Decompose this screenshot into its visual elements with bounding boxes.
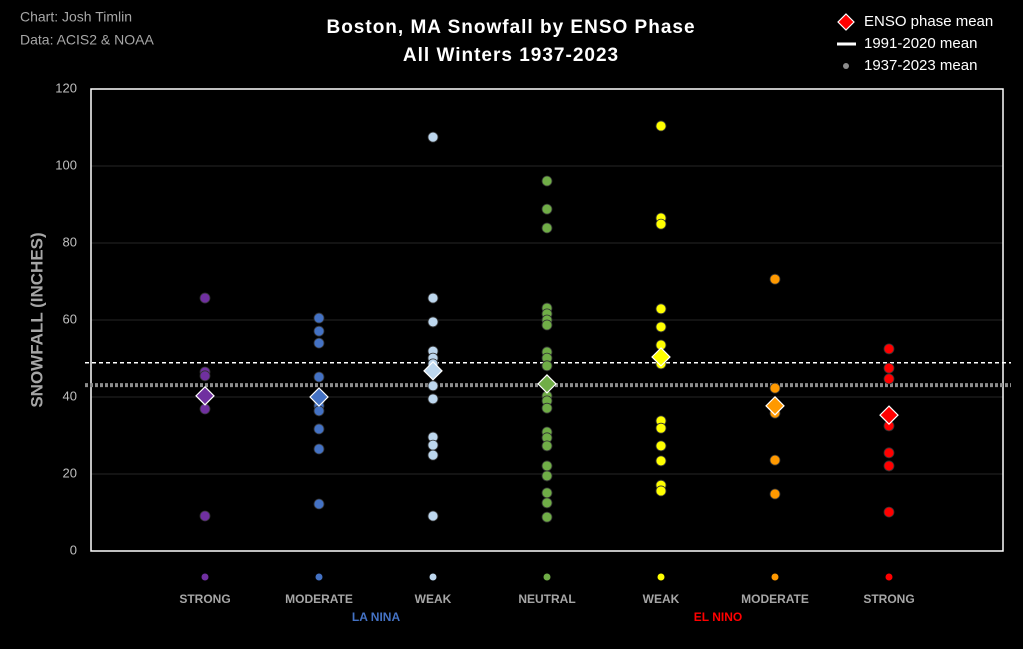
data-point xyxy=(541,487,553,499)
chart-title: Boston, MA Snowfall by ENSO Phase xyxy=(326,17,695,38)
mean-marker xyxy=(195,385,215,406)
data-point xyxy=(883,506,895,518)
mean-marker xyxy=(537,374,557,394)
data-point xyxy=(541,402,553,414)
data-point xyxy=(199,370,211,382)
data-point xyxy=(655,303,667,315)
plot-border xyxy=(90,88,1004,552)
data-point xyxy=(427,316,439,328)
data-point xyxy=(427,393,439,405)
credit: Chart: Josh Timlin xyxy=(20,9,132,25)
y-tick-label: 100 xyxy=(55,157,77,172)
data-point xyxy=(883,343,895,355)
data-point xyxy=(655,440,667,452)
group-label: LA NINA xyxy=(352,610,401,624)
mean-marker xyxy=(423,360,443,381)
data-point xyxy=(655,422,667,434)
data-point xyxy=(769,382,781,394)
data-point xyxy=(883,447,895,459)
y-tick-label: 40 xyxy=(63,388,77,403)
data-point xyxy=(199,292,211,304)
data-point xyxy=(883,373,895,385)
y-axis-label: SNOWFALL (INCHES) xyxy=(27,232,46,407)
data-point xyxy=(541,319,553,331)
data-point xyxy=(313,498,325,510)
data-point xyxy=(655,485,667,497)
data-point xyxy=(541,203,553,215)
data-point xyxy=(541,222,553,234)
y-tick-label: 0 xyxy=(70,542,77,557)
data-point xyxy=(541,497,553,509)
y-tick-label: 20 xyxy=(63,465,77,480)
x-tick-label: STRONG xyxy=(863,592,914,606)
category-dot xyxy=(429,573,437,581)
mean-marker xyxy=(765,396,785,416)
data-point xyxy=(541,511,553,523)
x-tick-label: STRONG xyxy=(179,592,230,606)
data-point xyxy=(427,439,439,451)
legend-label: ENSO phase mean xyxy=(864,13,993,30)
data-point xyxy=(541,470,553,482)
legend-marker xyxy=(843,63,849,69)
mean-marker xyxy=(309,387,329,407)
x-tick-label: NEUTRAL xyxy=(518,592,575,606)
data-point xyxy=(655,218,667,230)
data-point xyxy=(769,488,781,500)
data-point xyxy=(313,423,325,435)
data-point xyxy=(769,273,781,285)
data-point xyxy=(313,337,325,349)
data-point xyxy=(655,120,667,132)
chart-subtitle: All Winters 1937-2023 xyxy=(403,45,619,66)
data-point xyxy=(883,362,895,374)
y-tick-label: 60 xyxy=(63,311,77,326)
y-tick-label: 120 xyxy=(55,80,77,95)
x-tick-label: MODERATE xyxy=(741,592,809,606)
legend-label: 1991-2020 mean xyxy=(864,35,977,52)
category-dot xyxy=(657,573,665,581)
data-point xyxy=(655,455,667,467)
data-point xyxy=(313,371,325,383)
data-point xyxy=(427,380,439,392)
data-point xyxy=(655,321,667,333)
credit: Data: ACIS2 & NOAA xyxy=(20,32,154,48)
data-point xyxy=(313,405,325,417)
legend-label: 1937-2023 mean xyxy=(864,57,977,74)
data-point xyxy=(541,175,553,187)
data-point xyxy=(541,440,553,452)
data-point xyxy=(427,510,439,522)
data-point xyxy=(883,460,895,472)
category-dot xyxy=(315,573,323,581)
data-point xyxy=(427,131,439,143)
x-tick-label: WEAK xyxy=(643,592,680,606)
category-dot xyxy=(543,573,551,581)
data-point xyxy=(541,460,553,472)
category-dot xyxy=(885,573,893,581)
category-dot xyxy=(771,573,779,581)
data-point xyxy=(313,325,325,337)
data-point xyxy=(313,312,325,324)
legend-marker xyxy=(837,13,855,31)
data-point xyxy=(541,360,553,372)
data-point xyxy=(427,292,439,304)
y-tick-label: 80 xyxy=(63,234,77,249)
data-point xyxy=(769,454,781,466)
data-point xyxy=(427,449,439,461)
mean-marker xyxy=(651,347,671,367)
x-tick-label: MODERATE xyxy=(285,592,353,606)
x-tick-label: WEAK xyxy=(415,592,452,606)
group-label: EL NINO xyxy=(694,610,742,624)
category-dot xyxy=(201,573,209,581)
mean-marker xyxy=(879,405,899,425)
data-point xyxy=(199,510,211,522)
data-point xyxy=(313,443,325,455)
